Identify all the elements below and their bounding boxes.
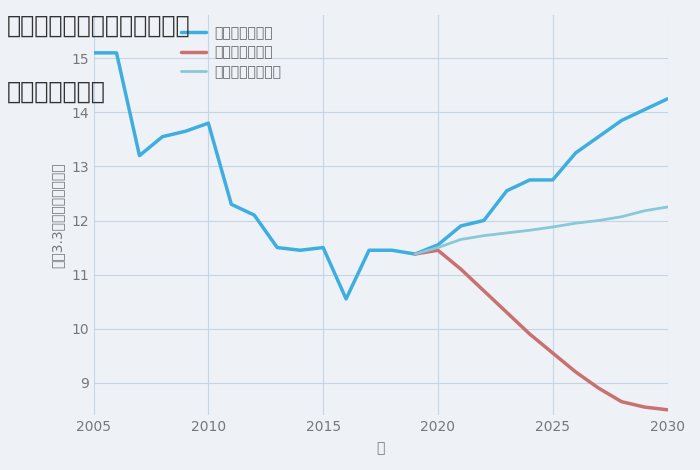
グッドシナリオ bbox=[273, 245, 281, 251]
ノーマルシナリオ bbox=[526, 227, 534, 233]
バッドシナリオ bbox=[664, 407, 672, 413]
グッドシナリオ bbox=[319, 245, 328, 251]
バッドシナリオ bbox=[503, 310, 511, 315]
ノーマルシナリオ bbox=[549, 224, 557, 230]
ノーマルシナリオ bbox=[664, 204, 672, 210]
バッドシナリオ bbox=[571, 369, 580, 375]
ノーマルシナリオ bbox=[571, 220, 580, 226]
バッドシナリオ bbox=[594, 385, 603, 391]
グッドシナリオ bbox=[594, 134, 603, 140]
グッドシナリオ bbox=[456, 223, 465, 229]
グッドシナリオ bbox=[90, 50, 98, 55]
グッドシナリオ bbox=[640, 107, 649, 112]
Line: ノーマルシナリオ: ノーマルシナリオ bbox=[415, 207, 668, 254]
グッドシナリオ bbox=[296, 247, 304, 253]
グッドシナリオ bbox=[388, 247, 396, 253]
グッドシナリオ bbox=[526, 177, 534, 183]
グッドシナリオ bbox=[434, 242, 442, 248]
Y-axis label: 坪（3.3㎡）単価（万円）: 坪（3.3㎡）単価（万円） bbox=[50, 162, 64, 268]
バッドシナリオ bbox=[549, 350, 557, 356]
グッドシナリオ bbox=[664, 96, 672, 102]
グッドシナリオ bbox=[181, 128, 190, 134]
バッドシナリオ bbox=[480, 288, 488, 294]
ノーマルシナリオ bbox=[594, 218, 603, 223]
グッドシナリオ bbox=[112, 50, 120, 55]
ノーマルシナリオ bbox=[456, 236, 465, 242]
グッドシナリオ bbox=[227, 202, 235, 207]
グッドシナリオ bbox=[158, 134, 167, 140]
グッドシナリオ bbox=[365, 247, 373, 253]
グッドシナリオ bbox=[571, 150, 580, 156]
グッドシナリオ bbox=[617, 118, 626, 123]
バッドシナリオ bbox=[434, 247, 442, 253]
バッドシナリオ bbox=[640, 404, 649, 410]
Text: 土地の価格推移: 土地の価格推移 bbox=[7, 80, 106, 104]
グッドシナリオ bbox=[549, 177, 557, 183]
X-axis label: 年: 年 bbox=[377, 441, 385, 455]
グッドシナリオ bbox=[503, 188, 511, 194]
Legend: グッドシナリオ, バッドシナリオ, ノーマルシナリオ: グッドシナリオ, バッドシナリオ, ノーマルシナリオ bbox=[181, 26, 281, 79]
バッドシナリオ bbox=[526, 331, 534, 337]
ノーマルシナリオ bbox=[411, 251, 419, 257]
ノーマルシナリオ bbox=[503, 230, 511, 236]
ノーマルシナリオ bbox=[434, 245, 442, 251]
グッドシナリオ bbox=[342, 296, 350, 302]
グッドシナリオ bbox=[480, 218, 488, 223]
グッドシナリオ bbox=[411, 251, 419, 257]
Text: 三重県桑名市長島町東殿名の: 三重県桑名市長島町東殿名の bbox=[7, 14, 190, 38]
グッドシナリオ bbox=[250, 212, 258, 218]
ノーマルシナリオ bbox=[640, 208, 649, 213]
グッドシナリオ bbox=[204, 120, 213, 126]
ノーマルシナリオ bbox=[617, 214, 626, 219]
Line: グッドシナリオ: グッドシナリオ bbox=[94, 53, 668, 299]
Line: バッドシナリオ: バッドシナリオ bbox=[415, 250, 668, 410]
バッドシナリオ bbox=[411, 251, 419, 257]
バッドシナリオ bbox=[456, 266, 465, 272]
ノーマルシナリオ bbox=[480, 233, 488, 238]
バッドシナリオ bbox=[617, 399, 626, 405]
グッドシナリオ bbox=[135, 153, 143, 158]
